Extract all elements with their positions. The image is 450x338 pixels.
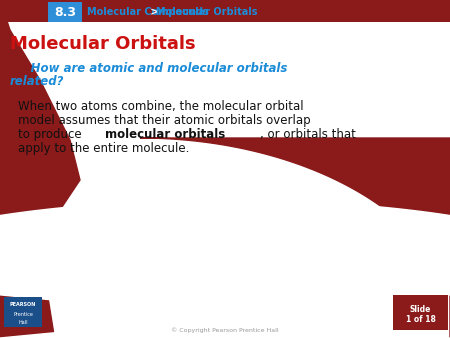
Polygon shape	[0, 0, 80, 220]
FancyBboxPatch shape	[4, 297, 42, 327]
Text: 1 of 18: 1 of 18	[405, 315, 436, 324]
FancyBboxPatch shape	[393, 295, 448, 330]
Text: molecular orbitals: molecular orbitals	[105, 128, 225, 141]
Text: apply to the entire molecule.: apply to the entire molecule.	[18, 142, 189, 155]
Text: Slide: Slide	[410, 305, 431, 314]
Polygon shape	[0, 220, 57, 338]
Text: Molecular Compounds: Molecular Compounds	[87, 7, 209, 17]
FancyBboxPatch shape	[48, 2, 82, 22]
Text: © Copyright Pearson Prentice Hall: © Copyright Pearson Prentice Hall	[171, 327, 279, 333]
Polygon shape	[0, 0, 75, 338]
Text: , or orbitals that: , or orbitals that	[260, 128, 356, 141]
Polygon shape	[140, 138, 450, 338]
Text: How are atomic and molecular orbitals: How are atomic and molecular orbitals	[10, 62, 288, 75]
Text: model assumes that their atomic orbitals overlap: model assumes that their atomic orbitals…	[18, 114, 310, 127]
FancyBboxPatch shape	[0, 0, 450, 22]
Text: PEARSON: PEARSON	[10, 303, 36, 308]
Text: Molecular Orbitals: Molecular Orbitals	[10, 35, 196, 53]
Text: Hall: Hall	[18, 319, 28, 324]
Text: to produce: to produce	[18, 128, 86, 141]
Polygon shape	[339, 320, 450, 338]
Text: When two atoms combine, the molecular orbital: When two atoms combine, the molecular or…	[18, 100, 304, 113]
Text: Molecular Orbitals: Molecular Orbitals	[156, 7, 258, 17]
Text: related?: related?	[10, 75, 64, 88]
Text: 8.3: 8.3	[54, 5, 76, 19]
Text: >: >	[147, 7, 162, 17]
Text: Prentice: Prentice	[13, 312, 33, 316]
Polygon shape	[0, 200, 450, 338]
